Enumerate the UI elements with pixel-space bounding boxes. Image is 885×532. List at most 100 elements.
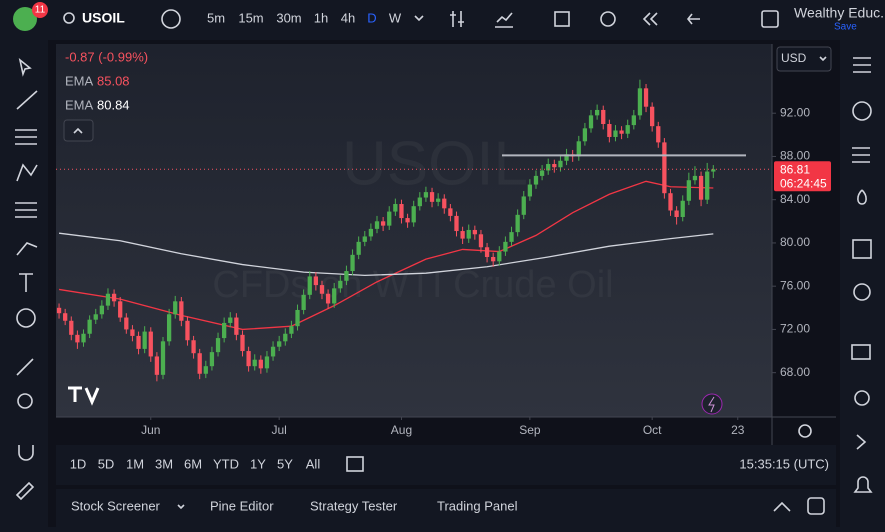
expand-panel[interactable] (773, 501, 791, 512)
y-tick-label: 88.00 (780, 149, 810, 163)
replay[interactable] (642, 12, 658, 26)
interval[interactable]: 1h (314, 10, 328, 25)
layouts[interactable] (554, 11, 570, 27)
candle-body (527, 184, 533, 197)
interval[interactable]: 30m (276, 10, 301, 25)
panel-tab[interactable]: Trading Panel (437, 498, 518, 513)
left-toolbar (0, 40, 48, 527)
y-tick-label: 84.00 (780, 192, 810, 206)
alert[interactable] (600, 11, 616, 27)
panel-menu[interactable] (177, 504, 185, 510)
candle-body (582, 128, 588, 142)
settings[interactable] (798, 424, 812, 438)
range-button[interactable]: 5Y (277, 456, 293, 471)
candle-body (698, 175, 704, 200)
top-bar (0, 0, 885, 40)
candle-body (680, 200, 685, 217)
drawing-tools[interactable] (15, 57, 38, 501)
candle-body (252, 359, 257, 367)
candle-body (295, 309, 300, 327)
candle-body (344, 271, 349, 281)
y-tick-label: 68.00 (780, 365, 810, 379)
candle-body (539, 170, 545, 176)
range-button[interactable]: All (306, 456, 321, 471)
candle-body (594, 109, 600, 116)
candle-body (705, 171, 710, 200)
panel-tab[interactable]: Stock Screener (71, 498, 161, 513)
candle-body (692, 175, 698, 181)
interval[interactable]: 5m (207, 10, 225, 25)
candle-body (99, 305, 104, 315)
candle-body (191, 340, 196, 354)
range-button[interactable]: 6M (184, 456, 202, 471)
range-button[interactable]: 1D (70, 456, 87, 471)
interval-menu[interactable] (414, 15, 424, 22)
save-button[interactable]: Save (834, 22, 857, 33)
range-bar (56, 445, 836, 485)
account-name[interactable]: Wealthy Educ... (794, 5, 885, 21)
ai-button[interactable] (701, 393, 723, 415)
collapse-icon (73, 127, 83, 134)
fullscreen[interactable] (761, 10, 779, 28)
candle-body (484, 247, 490, 257)
interval-active[interactable]: D (367, 10, 376, 25)
candle-body (613, 130, 618, 137)
range-button[interactable]: 3M (155, 456, 173, 471)
chart-type[interactable] (450, 11, 464, 27)
candle-body (686, 180, 691, 201)
candle-body (662, 142, 667, 194)
plot (56, 79, 772, 382)
clock: 15:35:15 (UTC) (739, 456, 829, 471)
candle-body (552, 164, 557, 168)
symbol[interactable]: USOIL (82, 10, 125, 26)
candle-body (160, 341, 166, 375)
watermark-description: CFDs on WTI Crude Oil (212, 264, 613, 306)
interval[interactable]: 4h (341, 10, 355, 25)
x-tick-label: Oct (643, 423, 662, 437)
ema-line (58, 180, 714, 331)
candle-body (111, 293, 117, 302)
candle-body (643, 88, 649, 107)
candle-body (711, 169, 716, 172)
add-symbol[interactable] (161, 9, 181, 29)
search-icon[interactable] (63, 12, 75, 24)
candle-body (546, 164, 551, 171)
x-tick-label: Aug (391, 423, 412, 437)
candle-body (436, 198, 441, 202)
candle-body (607, 124, 612, 137)
candle-body (515, 214, 520, 233)
y-tick-label: 80.00 (780, 235, 810, 249)
candle-body (75, 334, 80, 343)
range-button[interactable]: 1Y (250, 456, 266, 471)
plot-area[interactable] (56, 44, 772, 417)
currency-select[interactable] (776, 46, 832, 72)
candle-body (289, 326, 294, 334)
logo[interactable] (13, 7, 37, 31)
interval[interactable]: W (389, 10, 402, 25)
range-button[interactable]: YTD (213, 456, 239, 471)
candle-body (656, 126, 661, 143)
candle-body (380, 221, 386, 226)
x-tick-label: Jul (272, 423, 287, 437)
range-button[interactable]: 5D (98, 456, 115, 471)
date-range[interactable] (346, 456, 364, 472)
candle-body (118, 301, 123, 318)
candle-body (491, 256, 496, 262)
interval[interactable]: 15m (238, 10, 263, 25)
candle-body (63, 313, 68, 321)
candle-body (423, 192, 429, 198)
range-button[interactable]: 1M (126, 456, 144, 471)
undo[interactable] (686, 13, 700, 25)
candle-body (368, 228, 374, 237)
candle-body (203, 366, 208, 374)
candle-body (625, 125, 630, 134)
maximize-panel[interactable] (807, 497, 825, 515)
legend-label: EMA (65, 73, 94, 88)
panel-tab[interactable]: Pine Editor (210, 498, 274, 513)
indicators[interactable] (495, 12, 513, 28)
candle-body (166, 314, 172, 342)
widgets[interactable] (851, 57, 873, 493)
candle-body (124, 317, 129, 330)
watermark-symbol: USOIL (342, 129, 528, 198)
panel-tab[interactable]: Strategy Tester (310, 498, 398, 513)
